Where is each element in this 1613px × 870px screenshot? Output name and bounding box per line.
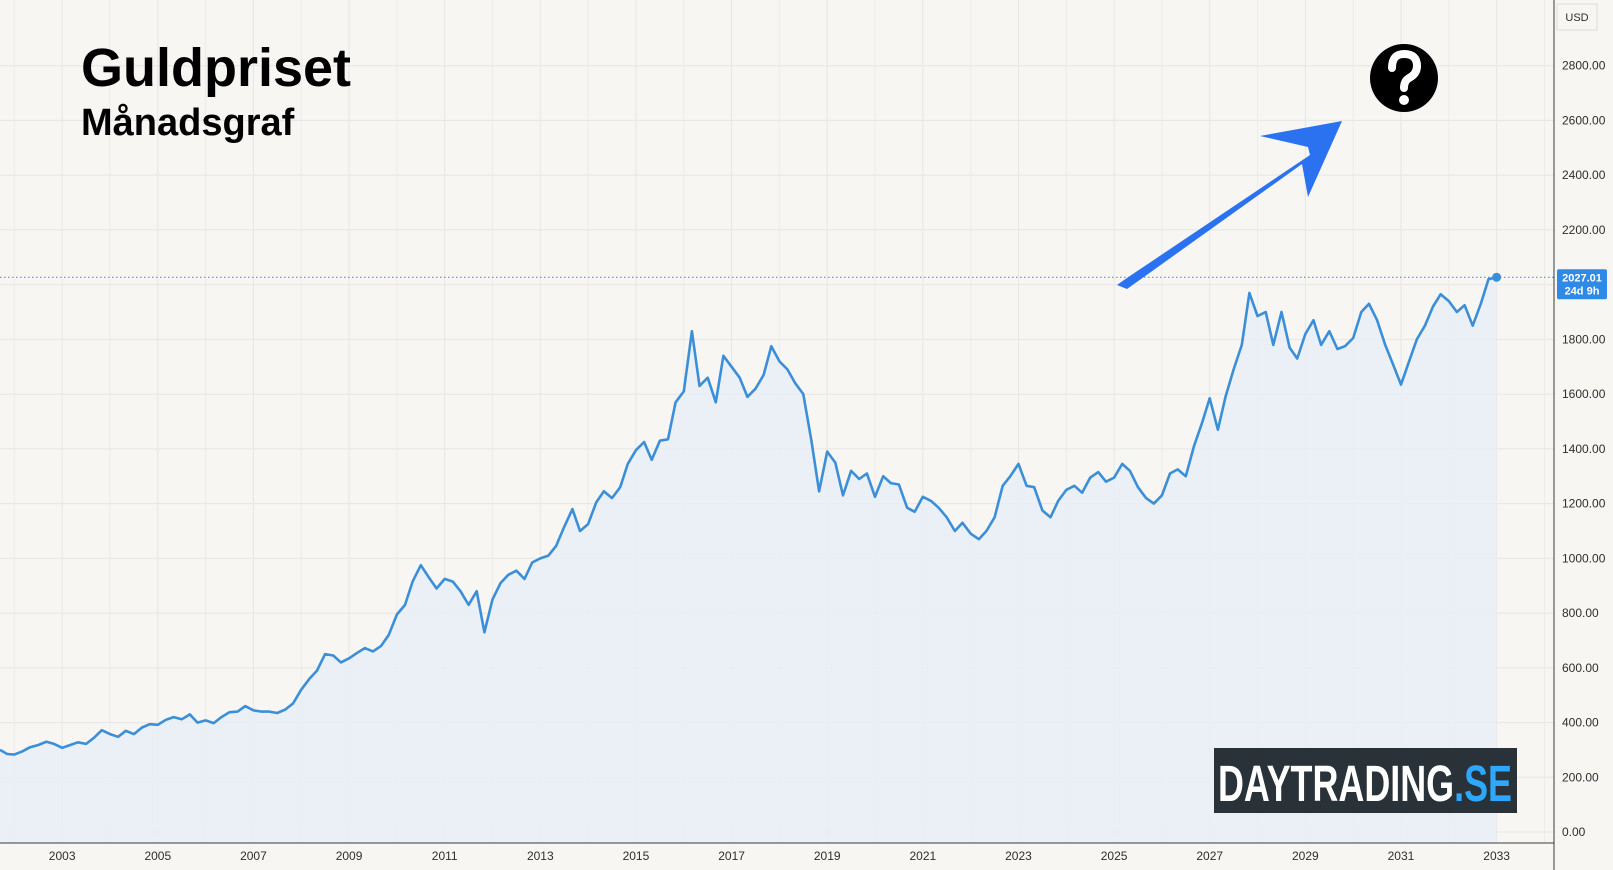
up-right-arrow-icon: [1117, 121, 1342, 289]
x-tick-label: 2011: [432, 849, 458, 863]
logo-text: DAYTRADING.SE: [1218, 755, 1512, 812]
x-tick-label: 2025: [1101, 849, 1128, 863]
x-axis: 2003 2005 2007 2009 2011 2013 2015 2017 2019 2021…: [0, 842, 1554, 863]
chart-title: Guldpriset: [81, 38, 351, 98]
arrow-shape: [1117, 121, 1342, 289]
y-tick-label: 1800.00: [1562, 332, 1606, 346]
y-tick-label: 800.00: [1562, 606, 1599, 620]
x-tick-label: 2031: [1388, 849, 1415, 863]
y-tick-label: 2200.00: [1562, 223, 1606, 237]
y-tick-label: 1200.00: [1562, 497, 1606, 511]
x-tick-label: 2019: [814, 849, 841, 863]
y-tick-label: 1400.00: [1562, 442, 1606, 456]
y-tick-label: 400.00: [1562, 716, 1599, 730]
y-tick-label: 1600.00: [1562, 387, 1606, 401]
x-tick-label: 2029: [1292, 849, 1319, 863]
x-tick-label: 2003: [49, 849, 76, 863]
currency-label: USD: [1565, 12, 1588, 24]
question-mark-circle-icon: [1370, 44, 1438, 112]
last-price-countdown: 24d 9h: [1565, 285, 1600, 297]
x-tick-label: 2009: [336, 849, 363, 863]
x-tick-label: 2007: [240, 849, 267, 863]
price-area: [0, 277, 1497, 843]
y-tick-label: 2400.00: [1562, 168, 1606, 182]
y-tick-label: 200.00: [1562, 770, 1599, 784]
last-price-badge: [1557, 269, 1607, 300]
x-tick-label: 2023: [1005, 849, 1032, 863]
y-tick-label: 600.00: [1562, 661, 1599, 675]
y-tick-label: 2600.00: [1562, 113, 1606, 127]
x-tick-label: 2005: [144, 849, 171, 863]
question-hook: [1388, 49, 1422, 92]
x-tick-label: 2017: [718, 849, 745, 863]
y-axis: 0.00 200.00 400.00 600.00 800.00 1000.00 1200.…: [1553, 0, 1606, 870]
x-tick-label: 2013: [527, 849, 554, 863]
logo-brand: DAYTRADING: [1218, 755, 1454, 812]
y-tick-label: 2800.00: [1562, 59, 1606, 73]
last-price-value: 2027.01: [1562, 272, 1602, 284]
chart-subtitle: Månadsgraf: [81, 102, 295, 144]
price-series-line: [0, 276, 1497, 756]
x-tick-label: 2015: [623, 849, 650, 863]
logo-suffix: .SE: [1454, 755, 1512, 812]
currency-box: [1556, 3, 1598, 31]
price-area-fill: [0, 277, 1497, 843]
x-tick-label: 2033: [1483, 849, 1510, 863]
x-tick-label: 2021: [909, 849, 936, 863]
y-tick-label: 0.00: [1562, 825, 1586, 839]
question-dot: [1399, 95, 1409, 105]
logo-background: [1214, 748, 1517, 813]
x-tick-label: 2027: [1196, 849, 1223, 863]
y-tick-label: 1000.00: [1562, 551, 1606, 565]
daytrading-logo: DAYTRADING.SE: [1214, 748, 1517, 813]
